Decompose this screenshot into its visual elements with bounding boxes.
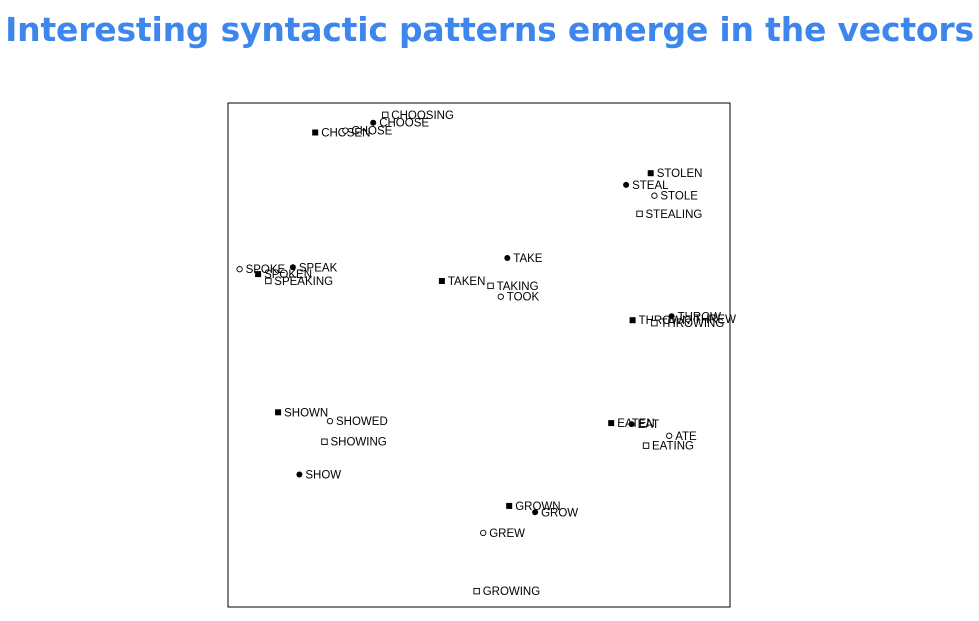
point-label-showed: SHOWED (336, 416, 388, 428)
point-label-steal: STEAL (632, 180, 669, 192)
point-marker-take (504, 255, 511, 261)
point-marker-took (497, 293, 504, 300)
point-marker-show (296, 471, 303, 478)
point-marker-eaten (608, 420, 615, 427)
point-marker-spoke (236, 266, 243, 273)
point-marker-spoken (255, 271, 262, 278)
point-marker-stole (651, 192, 658, 199)
point-marker-showing (321, 438, 328, 445)
point-marker-stolen (647, 170, 654, 177)
point-marker-grew (480, 529, 487, 537)
plot-frame (227, 102, 731, 608)
point-label-grown: GROWN (515, 501, 560, 513)
point-marker-speak (289, 264, 296, 271)
point-marker-choose (370, 119, 377, 126)
point-marker-thrown (629, 317, 636, 324)
point-marker-shown (275, 409, 282, 416)
point-marker-stealing (636, 210, 643, 218)
point-label-ate: ATE (675, 431, 697, 443)
point-marker-threw (684, 316, 691, 323)
point-label-taking: TAKING (497, 281, 539, 293)
point-label-grow: GROW (541, 507, 578, 519)
point-marker-taken (438, 278, 445, 284)
point-label-choosing: CHOOSING (391, 110, 454, 122)
point-marker-grow (532, 509, 539, 516)
point-marker-growing (473, 587, 480, 595)
point-label-taken: TAKEN (448, 276, 486, 288)
scatter-points: CHOSENSTOLENSPOKENTAKENTHROWNSHOWNEATENG… (236, 110, 736, 598)
point-marker-throw (668, 313, 675, 320)
point-label-speaking: SPEAKING (274, 276, 333, 288)
point-marker-throwing (651, 319, 658, 327)
point-marker-ate (666, 432, 673, 439)
point-marker-choosing (382, 111, 389, 119)
point-label-growing: GROWING (483, 586, 541, 598)
point-marker-chosen (312, 129, 319, 136)
point-label-threw: THREW (694, 314, 736, 326)
point-label-stolen: STOLEN (657, 168, 703, 180)
point-label-throwing: THROWING (660, 318, 724, 330)
point-label-eating: EATING (652, 441, 694, 453)
point-marker-chose (342, 127, 349, 134)
point-label-spoken: SPOKEN (264, 269, 312, 281)
point-label-speak: SPEAK (299, 262, 338, 274)
point-label-take: TAKE (513, 253, 543, 265)
point-label-took: TOOK (507, 292, 540, 304)
point-label-eaten: EATEN (617, 418, 655, 430)
point-label-stole: STOLE (660, 191, 698, 203)
point-label-choose: CHOOSE (379, 118, 429, 130)
point-marker-speaking (265, 277, 272, 285)
slide-title: Interesting syntactic patterns emerge in… (5, 10, 974, 49)
point-marker-taking (487, 282, 494, 290)
point-label-shown: SHOWN (284, 407, 328, 419)
point-marker-steal (623, 181, 630, 188)
point-marker-eating (642, 442, 650, 449)
point-label-show: SHOW (305, 470, 341, 482)
point-marker-grown (506, 502, 513, 509)
point-marker-showed (326, 417, 334, 425)
point-label-spoke: SPOKE (246, 264, 286, 276)
point-label-eat: EAT (638, 419, 660, 431)
point-label-showing: SHOWING (331, 437, 387, 449)
point-label-stealing: STEALING (646, 209, 703, 221)
point-marker-eat (628, 421, 635, 428)
point-label-grew: GREW (489, 528, 525, 540)
point-label-chose: CHOSE (351, 126, 392, 138)
